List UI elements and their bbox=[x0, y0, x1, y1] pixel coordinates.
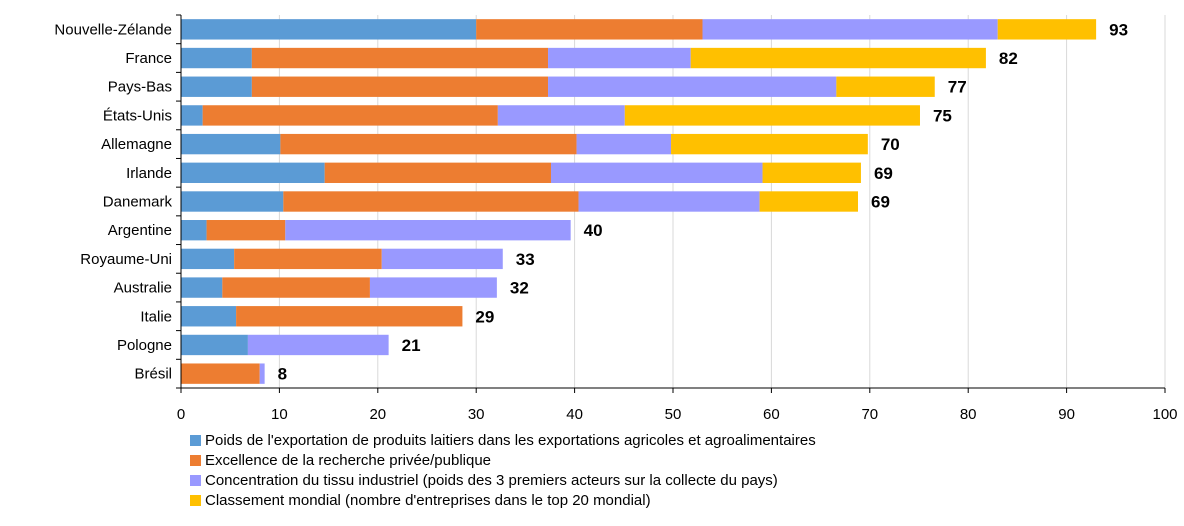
category-label: Australie bbox=[114, 280, 172, 297]
bar-segment bbox=[181, 220, 207, 241]
total-label: 32 bbox=[510, 279, 529, 298]
total-label: 33 bbox=[516, 250, 535, 269]
bar-segment bbox=[702, 19, 998, 40]
total-label: 69 bbox=[871, 193, 890, 212]
total-label: 21 bbox=[402, 336, 421, 355]
bar-segment bbox=[206, 220, 286, 241]
bar-segment bbox=[381, 248, 503, 270]
category-label: Argentine bbox=[108, 222, 172, 239]
category-label: Brésil bbox=[134, 366, 172, 383]
category-label: Italie bbox=[140, 308, 172, 325]
bar-segment bbox=[181, 334, 248, 356]
bar-segment bbox=[259, 363, 265, 384]
bar-segment bbox=[369, 277, 497, 298]
x-tick-label: 30 bbox=[468, 406, 485, 423]
legend-item: Classement mondial (nombre d'entreprises… bbox=[190, 490, 816, 510]
bar-segment bbox=[234, 248, 382, 270]
total-label: 69 bbox=[874, 164, 893, 183]
bar-segment bbox=[548, 76, 837, 97]
x-tick-label: 100 bbox=[1152, 406, 1177, 423]
total-label: 75 bbox=[933, 106, 952, 125]
bar-segment bbox=[181, 248, 235, 270]
bar-segment bbox=[181, 277, 223, 298]
x-tick-label: 90 bbox=[1058, 406, 1075, 423]
legend-swatch bbox=[190, 434, 201, 446]
bar-segment bbox=[762, 162, 861, 183]
category-label: États-Unis bbox=[103, 107, 172, 124]
bar-segment bbox=[181, 363, 260, 384]
bar-segment bbox=[202, 105, 498, 126]
x-tick-label: 60 bbox=[763, 406, 780, 423]
legend-label: Excellence de la recherche privée/publiq… bbox=[205, 451, 492, 469]
bar-segment bbox=[181, 306, 237, 327]
bar-segment bbox=[251, 47, 549, 69]
category-label: Nouvelle-Zélande bbox=[54, 21, 172, 38]
bar-segment bbox=[280, 133, 577, 155]
total-label: 8 bbox=[278, 365, 287, 384]
category-label: Royaume-Uni bbox=[80, 251, 172, 268]
legend-item: Concentration du tissu industriel (poids… bbox=[190, 470, 816, 490]
bar-segment bbox=[324, 162, 551, 183]
bar-segment bbox=[247, 334, 389, 356]
bar-segment bbox=[181, 76, 252, 97]
bar-segment bbox=[550, 162, 763, 183]
legend-item: Excellence de la recherche privée/publiq… bbox=[190, 450, 816, 470]
bar-segment bbox=[759, 191, 858, 212]
category-label: Pays-Bas bbox=[108, 79, 172, 96]
legend-swatch bbox=[190, 494, 201, 506]
total-label: 93 bbox=[1109, 20, 1128, 39]
bar-segment bbox=[181, 105, 203, 126]
bar-segment bbox=[181, 47, 252, 69]
bar-segment bbox=[624, 105, 920, 126]
x-tick-label: 40 bbox=[566, 406, 583, 423]
category-label: Irlande bbox=[126, 165, 172, 182]
bar-segment bbox=[236, 306, 463, 327]
legend: Poids de l'exportation de produits laiti… bbox=[190, 430, 816, 510]
bar-segment bbox=[578, 191, 760, 212]
total-label: 29 bbox=[475, 307, 494, 326]
bar-segment bbox=[476, 19, 703, 40]
bar-segment bbox=[283, 191, 579, 212]
bar-segment bbox=[181, 191, 284, 212]
bar-segment bbox=[997, 19, 1097, 40]
bar-segment bbox=[222, 277, 370, 298]
stacked-bar-chart: Nouvelle-Zélande 93 France 82 Pays-Bas 77 État… bbox=[54, 14, 1178, 423]
category-label: Danemark bbox=[103, 194, 173, 211]
x-tick-label: 10 bbox=[271, 406, 288, 423]
bar-segment bbox=[497, 105, 625, 126]
legend-swatch bbox=[190, 454, 201, 466]
total-label: 77 bbox=[948, 78, 967, 97]
category-label: France bbox=[125, 50, 172, 67]
bar-segment bbox=[548, 47, 691, 69]
x-tick-label: 70 bbox=[861, 406, 878, 423]
legend-label: Classement mondial (nombre d'entreprises… bbox=[205, 491, 651, 509]
bar-segment bbox=[251, 76, 549, 97]
bar-segment bbox=[285, 220, 571, 241]
bar-segment bbox=[181, 162, 325, 183]
total-label: 82 bbox=[999, 49, 1018, 68]
x-tick-label: 20 bbox=[369, 406, 386, 423]
category-label: Allemagne bbox=[101, 136, 172, 153]
x-tick-label: 80 bbox=[960, 406, 977, 423]
bar-segment bbox=[836, 76, 935, 97]
bar-segment bbox=[690, 47, 986, 69]
x-tick-label: 0 bbox=[177, 406, 185, 423]
total-label: 40 bbox=[584, 221, 603, 240]
bar-segment bbox=[181, 133, 281, 155]
legend-swatch bbox=[190, 474, 201, 486]
category-label: Pologne bbox=[117, 337, 172, 354]
x-tick-label: 50 bbox=[665, 406, 682, 423]
legend-label: Poids de l'exportation de produits laiti… bbox=[205, 431, 816, 449]
bar-segment bbox=[576, 133, 672, 155]
bar-segment bbox=[181, 19, 477, 40]
legend-item: Poids de l'exportation de produits laiti… bbox=[190, 430, 816, 450]
bar-segment bbox=[671, 133, 868, 155]
total-label: 70 bbox=[881, 135, 900, 154]
legend-label: Concentration du tissu industriel (poids… bbox=[205, 471, 778, 489]
